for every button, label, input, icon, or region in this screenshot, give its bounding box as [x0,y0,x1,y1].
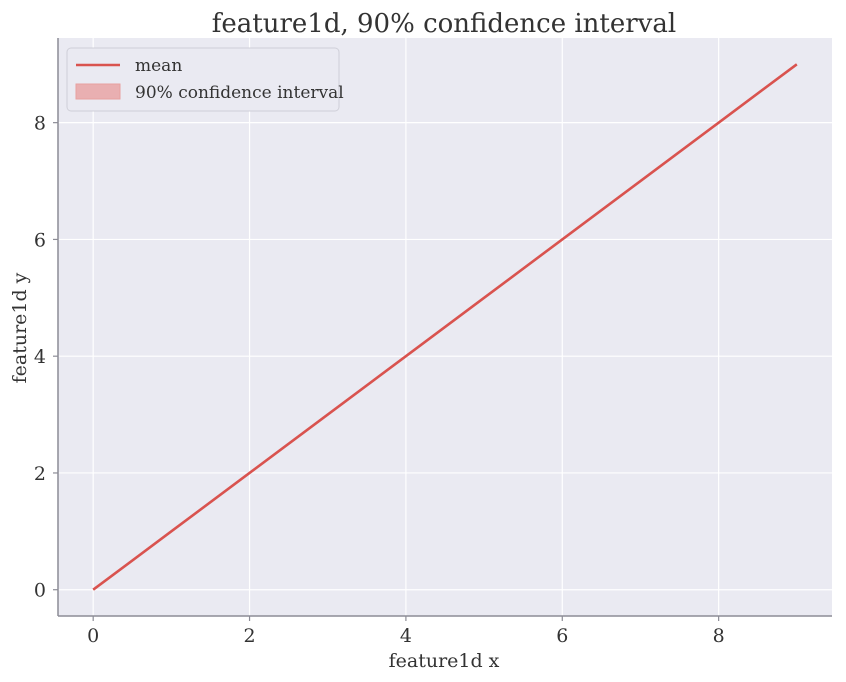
y-tick-label: 8 [34,113,46,135]
legend-band-swatch [76,84,120,99]
x-tick-label: 2 [243,625,255,647]
x-tick-label: 4 [400,625,412,647]
x-tick-label: 0 [87,625,99,647]
y-tick-label: 2 [34,463,46,485]
x-tick-label: 8 [713,625,725,647]
x-tick-label: 6 [556,625,568,647]
y-axis-label: feature1d y [9,272,31,383]
y-tick-label: 4 [34,346,46,368]
legend-mean-label: mean [135,56,182,76]
y-ticks: 0 2 4 6 8 [34,113,58,602]
x-axis-label: feature1d x [389,650,500,672]
legend: mean 90% confidence interval [67,48,344,111]
y-tick-label: 6 [34,229,46,251]
chart-title: feature1d, 90% confidence interval [212,9,676,39]
x-ticks: 0 2 4 6 8 [87,616,725,647]
legend-band-label: 90% confidence interval [135,83,344,103]
y-tick-label: 0 [34,580,46,602]
